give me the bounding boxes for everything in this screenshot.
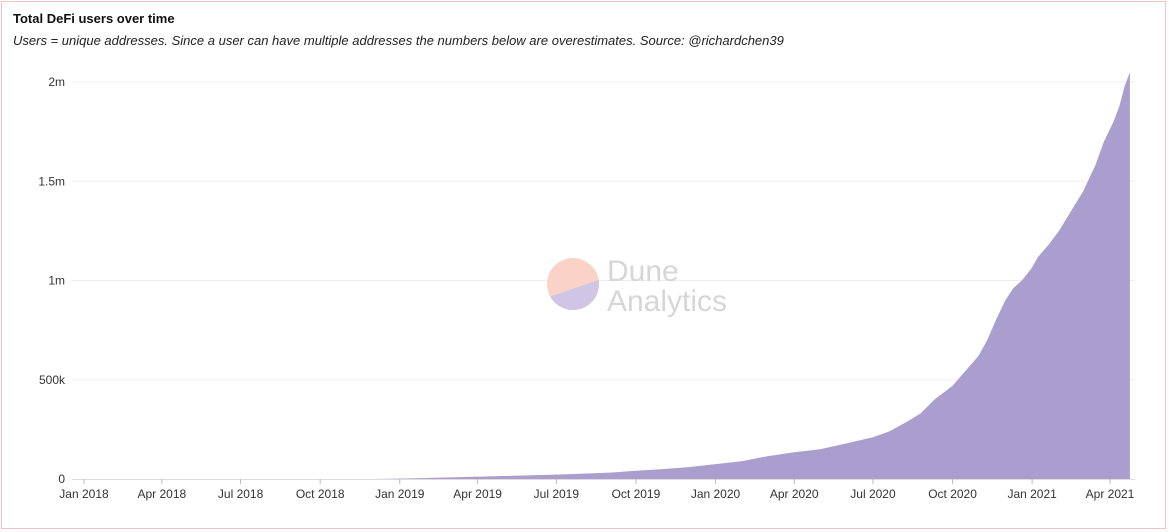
chart-subtitle: Users = unique addresses. Since a user c…: [13, 33, 784, 48]
x-tick-label: Jan 2018: [59, 487, 109, 501]
chart-title: Total DeFi users over time: [13, 11, 175, 26]
x-tick-label: Jan 2019: [375, 487, 425, 501]
y-tick-label: 500k: [39, 373, 66, 387]
y-tick-label: 0: [58, 472, 65, 486]
dune-analytics-watermark: Dune Analytics: [547, 255, 727, 318]
x-tick-label: Jul 2020: [850, 487, 896, 501]
y-tick-label: 1.5m: [38, 174, 65, 188]
x-tick-label: Oct 2020: [928, 487, 977, 501]
y-tick-label: 1m: [48, 274, 65, 288]
x-tick-label: Jul 2018: [218, 487, 264, 501]
x-tick-label: Oct 2019: [612, 487, 661, 501]
dune-logo-icon: [547, 258, 599, 310]
x-tick-label: Apr 2019: [453, 487, 502, 501]
grid-lines: [72, 81, 1135, 381]
x-tick-label: Jul 2019: [534, 487, 580, 501]
x-tick-label: Apr 2018: [138, 487, 187, 501]
area-series: [84, 72, 1130, 479]
y-tick-label: 2m: [48, 75, 65, 89]
x-tick-label: Jan 2020: [691, 487, 741, 501]
watermark-line-2: Analytics: [607, 285, 727, 318]
watermark-line-1: Dune: [607, 255, 679, 288]
x-tick-label: Apr 2020: [770, 487, 819, 501]
x-tick-label: Oct 2018: [296, 487, 345, 501]
x-tick-label: Apr 2021: [1086, 487, 1135, 501]
x-axis: Jan 2018 Apr 2018 Jul 2018 Oct 2018 Jan 2019…: [59, 479, 1135, 501]
y-axis: 0 500k 1m 1.5m 2m: [38, 75, 66, 486]
x-tick-label: Jan 2021: [1007, 487, 1057, 501]
